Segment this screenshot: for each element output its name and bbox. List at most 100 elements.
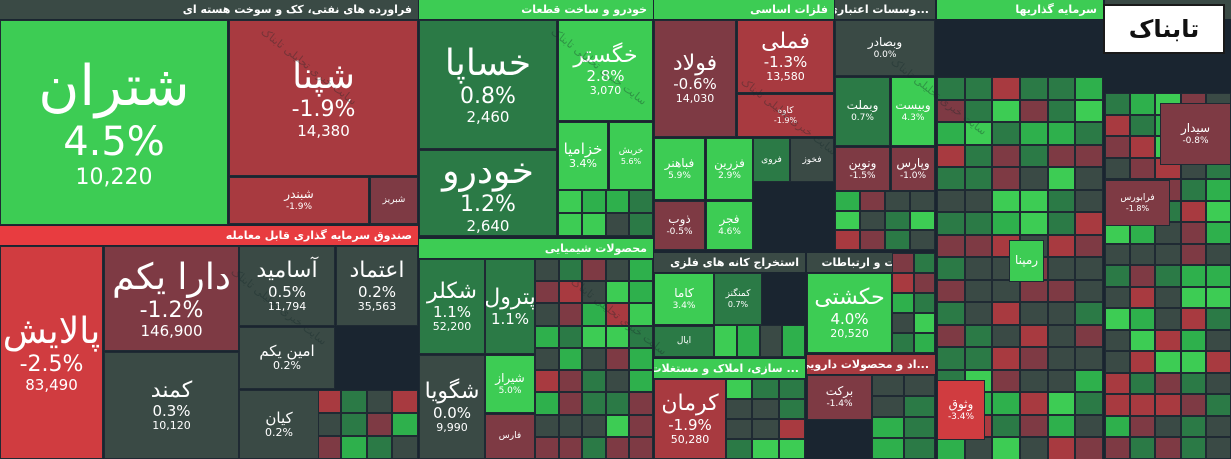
stock-tile[interactable]: وبصادر 0.0% (835, 20, 935, 76)
minor-stock-tile[interactable] (1047, 99, 1076, 123)
stock-tile[interactable]: فملی -1.3% 13,580 (737, 20, 834, 93)
minor-stock-tile[interactable] (1075, 279, 1103, 303)
minor-stock-tile[interactable] (910, 210, 935, 231)
minor-stock-tile[interactable] (1205, 179, 1231, 201)
minor-stock-tile[interactable] (1155, 243, 1181, 266)
minor-stock-tile[interactable] (1075, 234, 1103, 258)
minor-stock-tile[interactable] (903, 438, 935, 459)
minor-stock-tile[interactable] (535, 259, 559, 282)
minor-stock-tile[interactable] (964, 257, 993, 280)
minor-stock-tile[interactable] (605, 303, 630, 326)
minor-stock-tile[interactable] (1075, 347, 1103, 370)
minor-stock-tile[interactable] (1205, 351, 1231, 373)
minor-stock-tile[interactable] (1205, 415, 1231, 438)
minor-stock-tile[interactable] (1105, 286, 1131, 309)
minor-stock-tile[interactable] (964, 279, 993, 303)
minor-stock-tile[interactable] (1105, 437, 1131, 459)
minor-stock-tile[interactable] (535, 281, 559, 304)
minor-stock-tile[interactable] (964, 77, 993, 100)
minor-stock-tile[interactable] (872, 375, 904, 396)
stock-tile[interactable]: شبریز (370, 177, 418, 224)
minor-stock-tile[interactable] (1075, 437, 1103, 459)
minor-stock-tile[interactable] (629, 259, 653, 282)
stock-tile[interactable]: کمند 0.3% 10,120 (104, 352, 239, 459)
minor-stock-tile[interactable] (892, 253, 914, 273)
minor-stock-tile[interactable] (1205, 243, 1231, 266)
minor-stock-tile[interactable] (605, 436, 630, 459)
minor-stock-tile[interactable] (1155, 372, 1181, 395)
minor-stock-tile[interactable] (913, 313, 935, 333)
minor-stock-tile[interactable] (1180, 372, 1206, 395)
minor-stock-tile[interactable] (910, 230, 935, 250)
minor-stock-tile[interactable] (392, 390, 418, 413)
minor-stock-tile[interactable] (605, 347, 630, 371)
minor-stock-tile[interactable] (913, 273, 935, 293)
minor-stock-tile[interactable] (937, 279, 965, 303)
minor-stock-tile[interactable] (1180, 243, 1206, 266)
minor-stock-tile[interactable] (752, 399, 779, 419)
minor-stock-tile[interactable] (558, 303, 583, 326)
minor-stock-tile[interactable] (726, 419, 753, 439)
sector-header[interactable]: محصولات شیمیایی (419, 239, 653, 258)
minor-stock-tile[interactable] (1047, 437, 1076, 459)
stock-tile[interactable]: ایال (654, 326, 714, 357)
stock-tile[interactable]: فارس (485, 414, 535, 459)
minor-stock-tile[interactable] (964, 302, 993, 325)
minor-stock-tile[interactable] (1205, 222, 1231, 244)
minor-stock-tile[interactable] (535, 392, 559, 415)
minor-stock-tile[interactable] (392, 413, 418, 436)
minor-stock-tile[interactable] (629, 347, 653, 371)
minor-stock-tile[interactable] (1180, 394, 1206, 416)
sector-header[interactable]: ...اد و محصولات دارویی (807, 355, 935, 374)
minor-stock-tile[interactable] (1047, 77, 1076, 100)
minor-stock-tile[interactable] (992, 122, 1020, 145)
stock-tile[interactable]: شیراز 5.0% (485, 355, 535, 413)
minor-stock-tile[interactable] (937, 324, 965, 348)
minor-stock-tile[interactable] (726, 399, 753, 419)
minor-stock-tile[interactable] (835, 191, 860, 211)
stock-tile[interactable]: فرابورس -1.8% (1105, 180, 1170, 226)
stock-tile[interactable]: دارا یکم -1.2% 146,900 (104, 246, 239, 351)
stock-tile[interactable]: شتران 4.5% 10,220 (0, 20, 228, 225)
minor-stock-tile[interactable] (535, 414, 559, 437)
minor-stock-tile[interactable] (1155, 415, 1181, 438)
stock-tile[interactable]: ونوین -1.5% (835, 147, 890, 191)
minor-stock-tile[interactable] (992, 324, 1020, 348)
minor-stock-tile[interactable] (964, 212, 993, 235)
minor-stock-tile[interactable] (558, 281, 583, 304)
sector-header[interactable]: خودرو و ساخت قطعات (419, 0, 653, 19)
minor-stock-tile[interactable] (937, 144, 965, 168)
minor-stock-tile[interactable] (1075, 212, 1103, 235)
minor-stock-tile[interactable] (892, 273, 914, 293)
minor-stock-tile[interactable] (1155, 286, 1181, 309)
stock-tile[interactable]: کرمان -1.9% 50,280 (654, 379, 726, 459)
minor-stock-tile[interactable] (964, 347, 993, 370)
stock-tile[interactable]: پترول 1.1% (485, 259, 535, 354)
minor-stock-tile[interactable] (629, 436, 653, 459)
minor-stock-tile[interactable] (1020, 324, 1048, 348)
minor-stock-tile[interactable] (872, 417, 904, 438)
minor-stock-tile[interactable] (366, 436, 393, 459)
minor-stock-tile[interactable] (581, 213, 606, 236)
minor-stock-tile[interactable] (992, 437, 1020, 459)
minor-stock-tile[interactable] (1105, 372, 1131, 395)
minor-stock-tile[interactable] (860, 191, 885, 211)
minor-stock-tile[interactable] (714, 325, 737, 357)
minor-stock-tile[interactable] (903, 417, 935, 438)
stock-tile[interactable]: خساپا 0.8% 2,460 (419, 20, 557, 149)
minor-stock-tile[interactable] (558, 392, 583, 415)
minor-stock-tile[interactable] (1047, 212, 1076, 235)
minor-stock-tile[interactable] (394, 224, 418, 226)
minor-stock-tile[interactable] (605, 213, 630, 236)
minor-stock-tile[interactable] (1105, 114, 1131, 137)
stock-tile[interactable]: پالایش -2.5% 83,490 (0, 246, 103, 459)
minor-stock-tile[interactable] (558, 213, 582, 236)
minor-stock-tile[interactable] (752, 379, 779, 399)
minor-stock-tile[interactable] (778, 419, 805, 439)
minor-stock-tile[interactable] (558, 325, 583, 348)
stock-tile[interactable]: خزامیا 3.4% (558, 122, 608, 190)
minor-stock-tile[interactable] (1105, 243, 1131, 266)
minor-stock-tile[interactable] (605, 259, 630, 282)
minor-stock-tile[interactable] (582, 370, 606, 393)
minor-stock-tile[interactable] (937, 347, 965, 370)
